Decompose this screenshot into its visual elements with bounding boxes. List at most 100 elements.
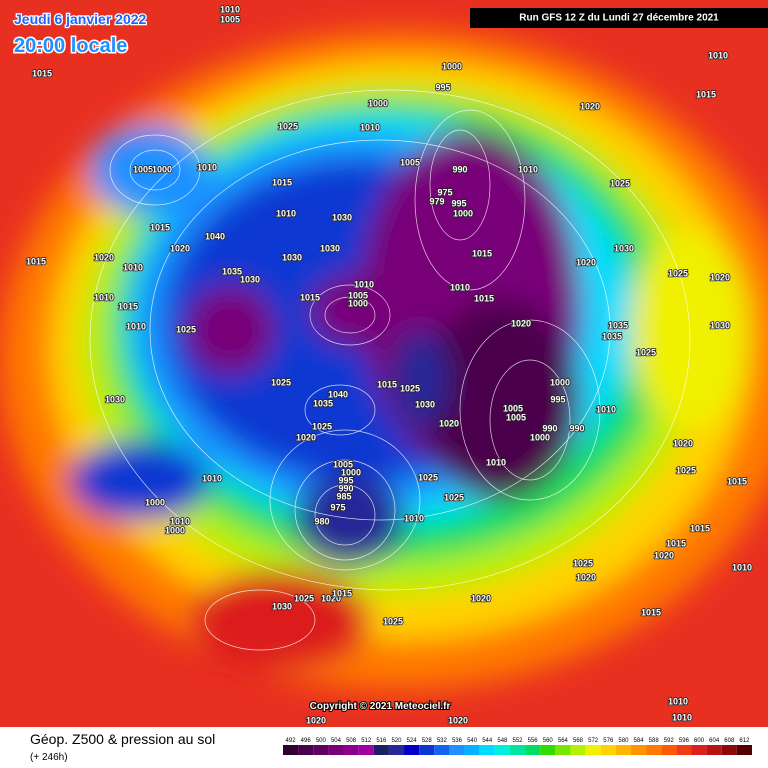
isobar-label: 1030 — [710, 320, 730, 330]
scale-swatch — [676, 745, 692, 755]
scale-label: 536 — [452, 738, 463, 744]
isobar-label: 1025 — [636, 347, 656, 357]
isobar-label: 1010 — [276, 208, 296, 218]
scale-swatch — [585, 745, 601, 755]
isobar-label: 995 — [435, 82, 450, 92]
run-info: Run GFS 12 Z du Lundi 27 décembre 2021 — [519, 13, 719, 24]
scale-swatch — [358, 745, 374, 755]
isobar-label: 1020 — [576, 257, 596, 267]
isobar-label: 995 — [338, 475, 353, 485]
isobar-label: 1030 — [272, 601, 292, 611]
isobar-label: 990 — [338, 483, 353, 493]
scale-label: 528 — [422, 738, 433, 744]
isobar-label: 1000 — [453, 208, 473, 218]
scale-label: 588 — [649, 738, 660, 744]
scale-swatch — [540, 745, 556, 755]
isobar-label: 1005 — [503, 403, 523, 413]
scale-label: 560 — [543, 738, 554, 744]
isobar-label: 990 — [569, 423, 584, 433]
isobar-label: 1015 — [118, 301, 138, 311]
scale-swatch — [721, 745, 737, 755]
isobar-label: 1010 — [360, 122, 380, 132]
scale-label: 524 — [407, 738, 418, 744]
scale-swatch — [479, 745, 495, 755]
isobar-label: 1035 — [313, 398, 333, 408]
isobar-label: 1010 — [170, 516, 190, 526]
isobar-label: 1010 — [672, 712, 692, 722]
scale-swatch — [706, 745, 722, 755]
scale-swatch — [328, 745, 344, 755]
scale-swatch — [298, 745, 314, 755]
scale-swatch — [388, 745, 405, 755]
scale-swatch — [464, 745, 480, 755]
isobar-label: 1010 — [404, 513, 424, 523]
scale-label: 492 — [286, 738, 297, 744]
isobar-label: 975 — [437, 187, 452, 197]
isobar-label: 995 — [451, 198, 466, 208]
isobar-label: 1015 — [641, 607, 661, 617]
isobar-label: 1020 — [580, 101, 600, 111]
scale-label: 496 — [301, 738, 312, 744]
scale-swatch — [313, 745, 329, 755]
run-box — [470, 8, 768, 28]
color-scale: 492 496 500 504 508 512 516 520 524 528 532 536 540 5… — [283, 738, 752, 755]
isobar-label: 1015 — [272, 177, 292, 187]
copyright: Copyright © 2021 Meteociel.fr — [310, 701, 451, 712]
isobar-label: 1040 — [205, 231, 225, 241]
scale-swatch — [646, 745, 662, 755]
scale-label: 564 — [558, 738, 569, 744]
scale-label: 504 — [331, 738, 342, 744]
isobar-label: 1030 — [105, 394, 125, 404]
isobar-label: 1015 — [377, 379, 397, 389]
isobar-label: 1035 — [222, 266, 242, 276]
isobar-label: 1025 — [610, 178, 630, 188]
isobar-label: 980 — [314, 516, 329, 526]
scale-swatch — [404, 745, 420, 755]
isobar-label: 1015 — [696, 89, 716, 99]
isobar-label: 1025 — [278, 121, 298, 131]
scale-label: 516 — [376, 738, 387, 744]
isobar-label: 1010 — [450, 282, 470, 292]
isobar-label: 1000 — [348, 298, 368, 308]
isobar-label: 1020 — [321, 593, 341, 603]
isobar-label: 1005 — [133, 164, 153, 174]
isobar-label: 1025 — [383, 616, 403, 626]
scale-label: 540 — [467, 738, 478, 744]
isobar-label: 1005 — [220, 14, 240, 24]
isobar-label: 1015 — [474, 293, 494, 303]
scale-label: 596 — [679, 738, 690, 744]
scale-label: 580 — [618, 738, 629, 744]
scale-label: 600 — [694, 738, 705, 744]
scale-swatch — [570, 745, 586, 755]
scale-swatch — [419, 745, 435, 755]
isobar-label: 1010 — [518, 164, 538, 174]
isobar-label: 1025 — [312, 421, 332, 431]
scale-label: 544 — [482, 738, 493, 744]
isobar-label: 1010 — [668, 696, 688, 706]
isobar-label: 1025 — [444, 492, 464, 502]
isobar-label: 1015 — [690, 523, 710, 533]
isobar-label: 1020 — [170, 243, 190, 253]
isobar-label: 1010 — [708, 50, 728, 60]
date: Jeudi 6 janvier 2022 — [14, 11, 147, 27]
isobar-label: 1000 — [341, 467, 361, 477]
isobar-label: 1020 — [710, 272, 730, 282]
scale-label: 508 — [346, 738, 357, 744]
scale-swatch — [630, 745, 647, 755]
scale-swatch — [736, 745, 752, 755]
isobar-label: 1015 — [472, 248, 492, 258]
isobar-label: 1025 — [676, 465, 696, 475]
scale-label: 608 — [724, 738, 735, 744]
isobar-label: 1000 — [530, 432, 550, 442]
scale-swatch — [494, 745, 510, 755]
isobar-label: 1000 — [152, 164, 172, 174]
isobar-label: 1010 — [197, 162, 217, 172]
isobar-label: 1025 — [294, 593, 314, 603]
scale-label: 520 — [391, 738, 402, 744]
isobar-label: 1010 — [486, 457, 506, 467]
isobar-label: 1025 — [176, 324, 196, 334]
map-field — [0, 0, 768, 727]
isobar-label: 1000 — [368, 98, 388, 108]
